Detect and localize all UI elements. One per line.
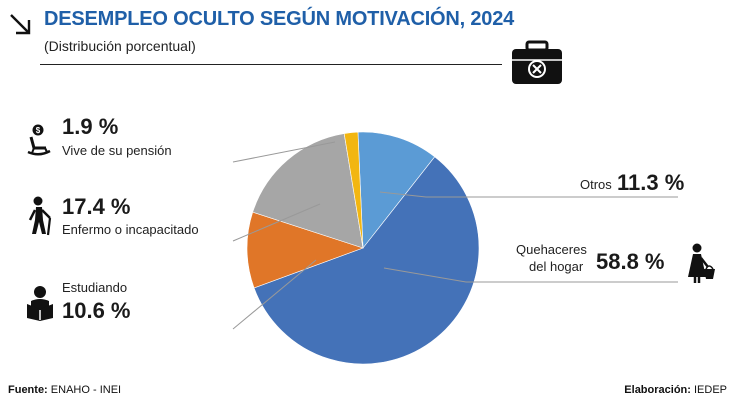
person-with-basket-icon bbox=[688, 243, 715, 283]
leader-line-pension bbox=[232, 141, 336, 163]
pie-slice-vive-de-su-pensión bbox=[343, 131, 364, 249]
source-note: Fuente: ENAHO - INEI bbox=[8, 384, 122, 396]
student-reading-icon bbox=[27, 286, 53, 321]
pension-label: Vive de su pensión bbox=[62, 143, 172, 158]
title-divider bbox=[40, 64, 502, 65]
otros-label: Otros bbox=[580, 177, 612, 192]
leader-line-estudiando bbox=[232, 259, 317, 330]
estudiando-percent: 10.6 % bbox=[62, 298, 131, 323]
rocking-chair-icon: $ bbox=[27, 124, 51, 156]
hogar-label-line2: del hogar bbox=[529, 259, 584, 274]
leader-line-hogar bbox=[383, 267, 678, 283]
pie-slice-quehaceres-del-hogar bbox=[253, 156, 480, 365]
pie-slice-enfermo-o-incapacitado bbox=[252, 133, 364, 249]
enfermo-percent: 17.4 % bbox=[62, 194, 131, 219]
person-with-cane-icon bbox=[28, 196, 52, 236]
chart-subtitle: (Distribución porcentual) bbox=[44, 38, 196, 54]
pie-slice-estudiando bbox=[246, 211, 364, 289]
hogar-label-line1: Quehaceres bbox=[516, 242, 587, 257]
estudiando-label: Estudiando bbox=[62, 280, 128, 295]
pie-slice-otros bbox=[357, 131, 436, 249]
hogar-percent: 58.8 % bbox=[596, 249, 665, 274]
briefcase-x-icon bbox=[512, 40, 562, 84]
leader-line-otros bbox=[379, 191, 678, 198]
otros-percent: 11.3 % bbox=[617, 170, 685, 195]
svg-text:$: $ bbox=[36, 126, 41, 135]
chart-title: DESEMPLEO OCULTO SEGÚN MOTIVACIÓN, 2024 bbox=[44, 8, 515, 30]
credit-note: Elaboración: IEDEP bbox=[624, 384, 727, 396]
pension-percent: 1.9 % bbox=[62, 114, 119, 139]
enfermo-label: Enfermo o incapacitado bbox=[62, 222, 199, 237]
leader-line-enfermo bbox=[232, 203, 321, 242]
arrow-down-right-icon bbox=[10, 14, 31, 35]
